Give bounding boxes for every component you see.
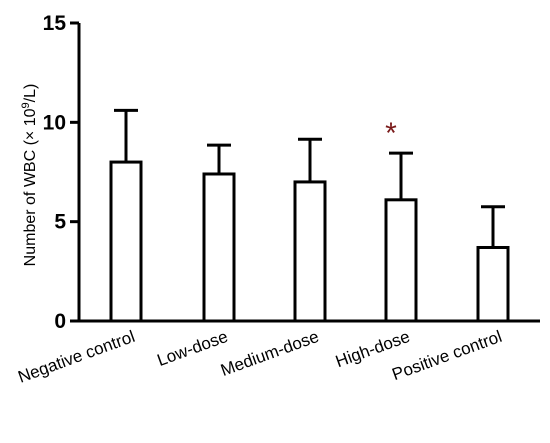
bar xyxy=(384,198,418,323)
y-axis: 0 5 10 15 xyxy=(43,12,81,333)
x-tick-label: Negative control xyxy=(15,327,137,387)
bar xyxy=(202,172,236,323)
bars xyxy=(109,160,510,323)
bar xyxy=(109,160,143,323)
y-axis-label: Number of WBC (× 109/L) xyxy=(20,84,39,267)
y-tick-label: 15 xyxy=(43,12,67,35)
bar xyxy=(476,245,510,323)
bar xyxy=(293,180,327,323)
y-tick-label: 0 xyxy=(54,310,66,333)
x-tick-label: Medium-dose xyxy=(218,327,321,380)
error-bars: * xyxy=(114,108,505,248)
significance-marker: * xyxy=(385,117,397,150)
y-tick-label: 5 xyxy=(54,211,66,234)
y-tick-label: 10 xyxy=(43,111,66,134)
